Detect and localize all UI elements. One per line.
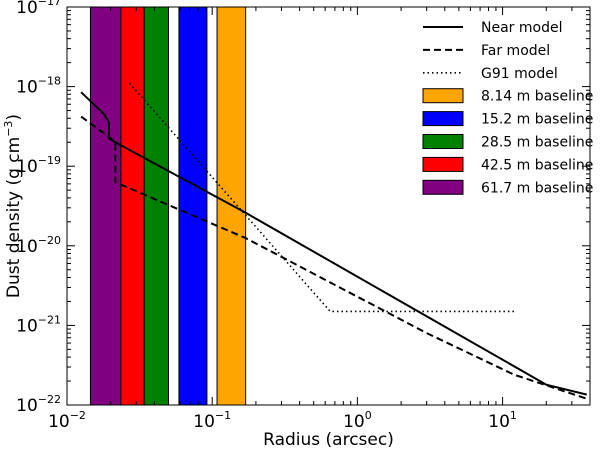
band-42-5-m-baseline (120, 6, 145, 406)
band-28-5-m-baseline (143, 6, 169, 406)
legend-swatch (422, 156, 464, 172)
x-tick-label: 100 (343, 409, 372, 432)
x-axis-label: Radius (arcsec) (263, 430, 394, 450)
legend-label: 15.2 m baseline (481, 112, 593, 128)
legend-swatch (422, 179, 464, 195)
legend-swatch (422, 111, 464, 127)
y-axis-label: Dust density (g cm−3) (2, 114, 24, 298)
x-tick-label: 101 (488, 409, 517, 432)
plot-frame (66, 6, 591, 406)
model-curves (80, 82, 588, 400)
y-tick-label: 10−22 (16, 393, 61, 416)
axis-ticks: 10−2 10−1 100 101 10−22 10−21 10−20 10−19 10−18 1… (16, 0, 591, 432)
legend-label: 8.14 m baseline (481, 89, 593, 105)
series-near-model (80, 91, 588, 396)
legend: Near model Far model G91 model 8.14 m basel… (422, 20, 593, 196)
y-tick-label: 10−19 (16, 154, 61, 177)
y-tick-label: 10−21 (16, 313, 61, 336)
legend-label: Near model (481, 20, 562, 36)
baseline-bands (89, 6, 247, 406)
x-tick-label: 10−2 (48, 409, 86, 432)
y-tick-label: 10−20 (16, 234, 61, 257)
legend-swatch (422, 134, 464, 149)
legend-label: 28.5 m baseline (481, 135, 593, 151)
series-far-model (80, 115, 588, 400)
band-61-7-m-baseline (89, 6, 122, 406)
y-tick-label: 10−17 (16, 0, 61, 18)
x-tick-label: 10−1 (193, 409, 231, 432)
y-tick-label: 10−18 (16, 75, 61, 98)
legend-label: 61.7 m baseline (481, 180, 593, 196)
legend-label: Far model (481, 43, 550, 59)
band-15-2-m-baseline (178, 6, 208, 406)
legend-label: G91 model (481, 66, 558, 82)
legend-label: 42.5 m baseline (481, 157, 593, 173)
legend-swatch (422, 88, 464, 104)
